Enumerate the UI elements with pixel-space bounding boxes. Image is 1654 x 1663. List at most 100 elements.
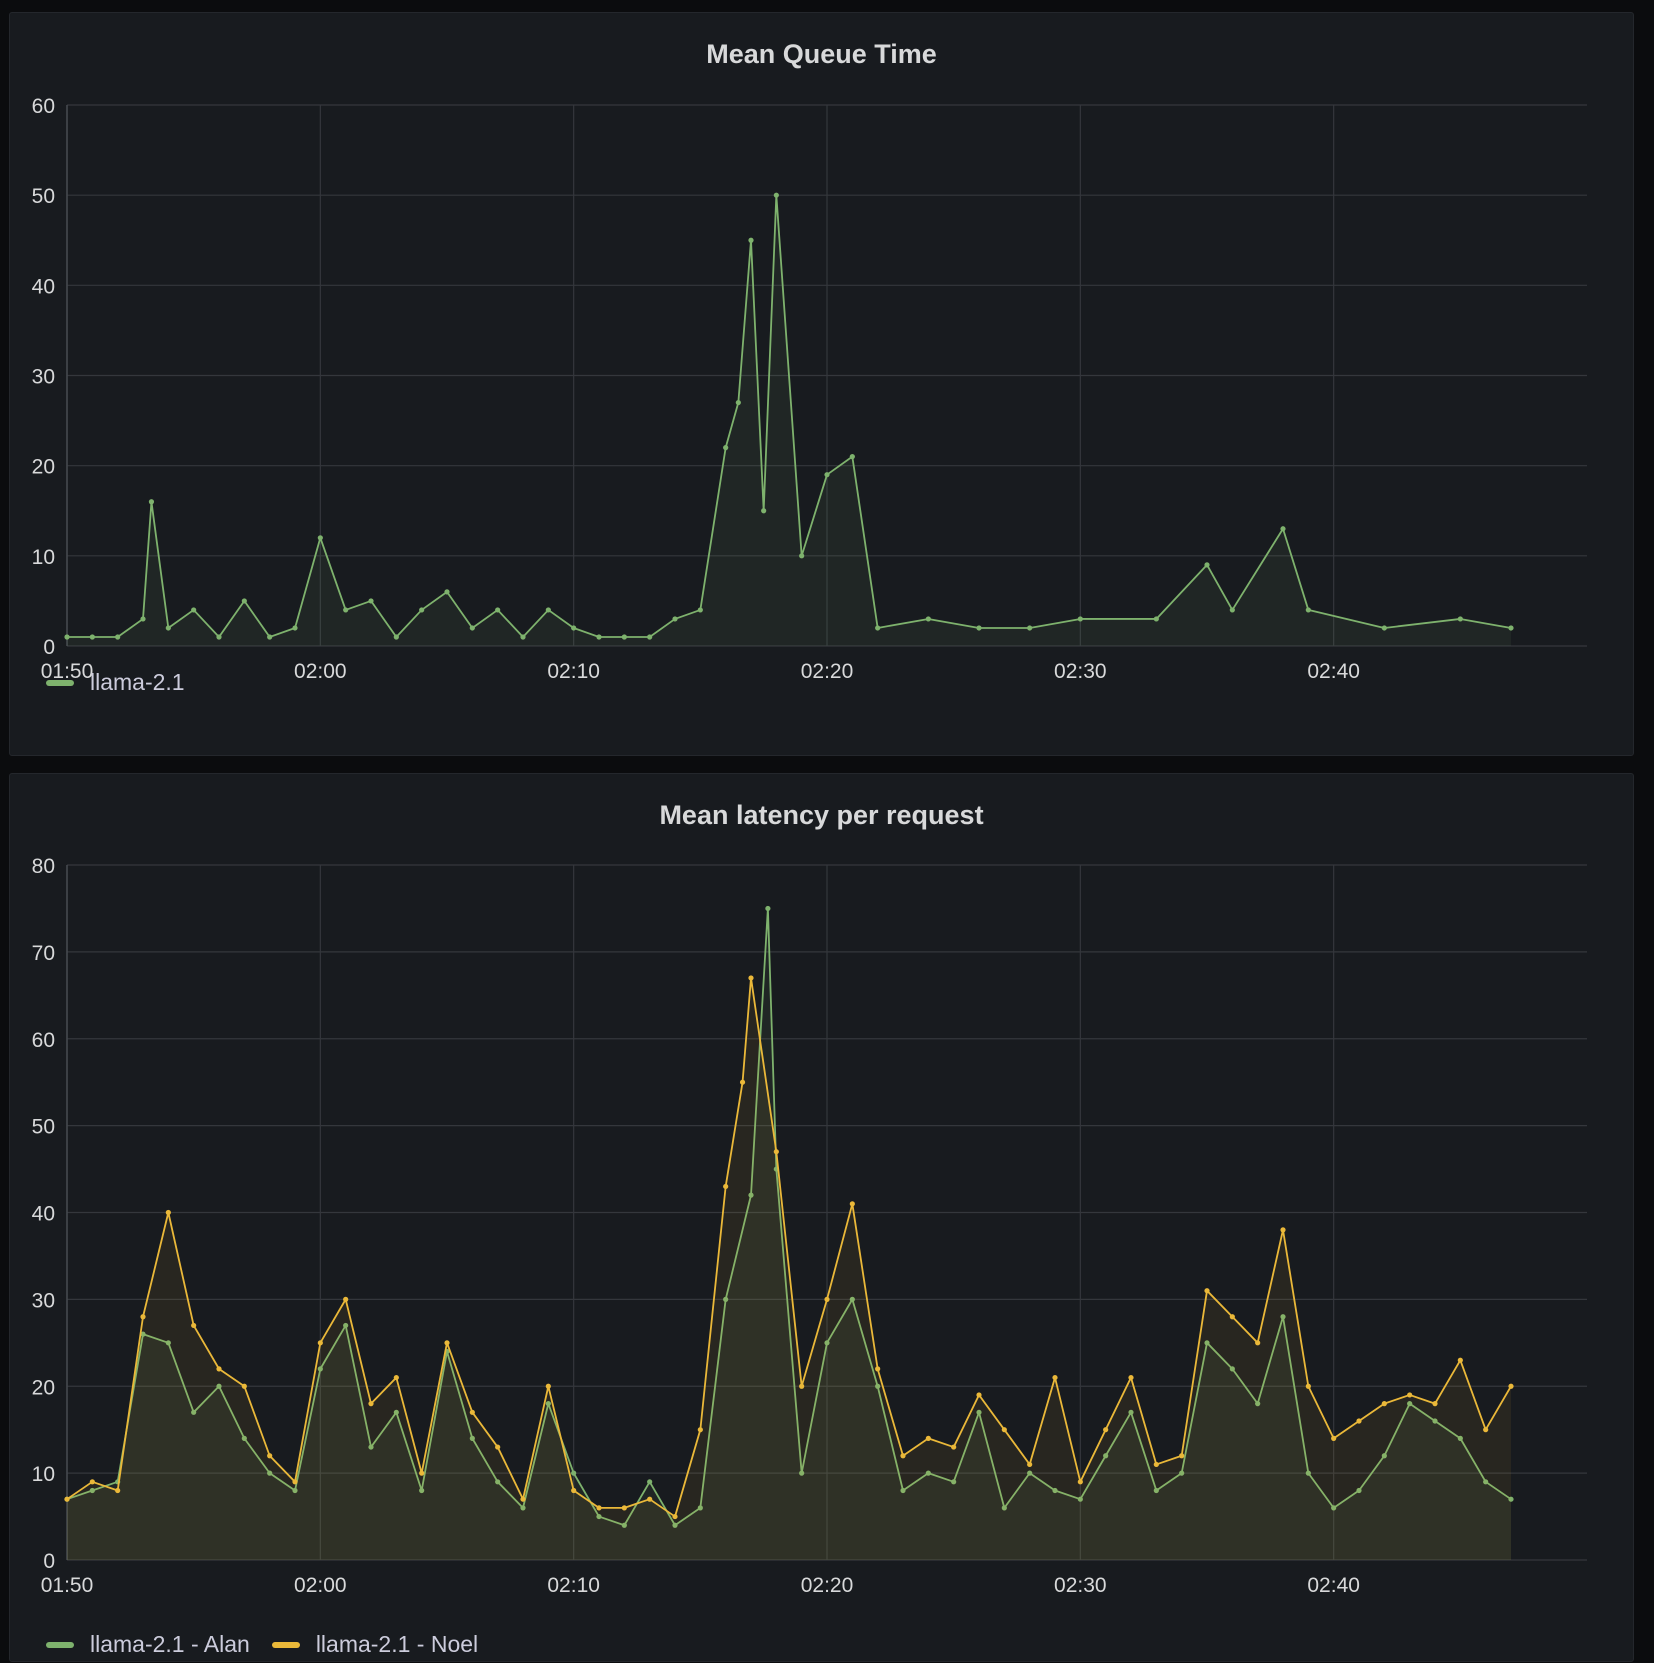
data-point [1052,1374,1058,1381]
data-point [317,535,323,541]
y-tick-label: 40 [32,275,55,298]
x-tick-label: 02:20 [801,660,854,683]
data-point [799,553,805,559]
data-point [875,1383,881,1389]
data-point [1077,616,1083,622]
y-tick-label: 30 [32,1289,55,1312]
x-tick-label: 01:50 [41,660,94,683]
data-point [1508,1383,1514,1389]
data-point [900,1487,906,1494]
data-point [140,1331,146,1337]
y-tick-label: 0 [43,1550,55,1573]
data-point [545,1383,551,1389]
data-point [520,1505,526,1511]
data-point [292,1479,298,1485]
legend-item-llama-2.1[interactable]: llama-2.1 [46,669,185,696]
data-point [799,1383,805,1389]
latency-chart[interactable]: 0 10 20 30 40 50 60 70 80 01:50 02:00 02:10 02:20 02:… [10,774,1635,1663]
data-point [545,1401,551,1407]
data-point [1229,1314,1235,1320]
data-point [469,625,475,631]
data-point [1229,1366,1235,1372]
data-point [267,1453,273,1459]
data-point [267,634,273,640]
data-point [148,499,155,505]
data-point [419,1470,425,1476]
series-line [67,194,1512,638]
legend-swatch [271,1641,300,1648]
legend-swatch [46,1641,74,1648]
data-point [571,625,577,631]
data-point [1305,1383,1311,1389]
data-point [1204,562,1210,568]
queue-time-panel: Mean Queue Time 0 10 20 30 40 50 60 01:50 02:00 0… [9,12,1634,756]
data-point [735,399,741,406]
data-point [1508,625,1514,631]
data-point [1381,1453,1387,1459]
data-point [1407,1401,1413,1407]
data-point [1381,1401,1387,1407]
y-tick-label: 60 [32,1029,55,1052]
data-point [1027,625,1033,631]
legend-label: llama-2.1 - Alan [90,1631,250,1657]
data-point [596,1505,602,1511]
data-point [1103,1427,1109,1433]
data-point [241,1435,247,1441]
data-point [495,1444,501,1450]
data-point [1128,1374,1134,1381]
data-point [1331,1505,1337,1511]
data-point [115,634,121,640]
latency-panel: Mean latency per request 0 10 20 30 40 50 60 70… [9,773,1634,1662]
data-point [824,472,830,478]
data-point [444,1340,450,1346]
legend-item-noel[interactable]: llama-2.1 - Noel [271,1631,478,1658]
legend-label: llama-2.1 [90,669,185,695]
queue-time-chart[interactable]: 0 10 20 30 40 50 60 01:50 02:00 02:10 02:20 02:30 02… [10,13,1635,757]
data-point [1457,616,1463,622]
data-point [976,1409,982,1415]
data-point [1153,616,1159,622]
data-point [1356,1418,1362,1424]
data-point [925,1435,931,1441]
data-point [1204,1288,1210,1294]
data-point [697,607,703,613]
y-tick-label: 70 [32,942,55,965]
data-point [1305,607,1311,613]
data-point [739,1079,746,1085]
data-point [241,1383,247,1389]
data-point [64,634,70,640]
y-tick-label: 50 [32,185,55,208]
data-point [520,634,526,640]
panel-title: Mean Queue Time [706,39,937,69]
chart-legend: llama-2.1 [46,669,207,696]
data-point [1027,1470,1033,1476]
data-point [621,634,627,640]
data-point [1483,1479,1489,1485]
data-point [951,1479,957,1485]
data-point [697,1505,703,1511]
data-point [697,1427,703,1433]
data-point [849,1201,855,1207]
x-tick-label: 02:00 [294,660,347,683]
y-tick-label: 60 [32,95,55,118]
data-point [140,616,146,622]
data-point [1027,1461,1033,1468]
legend-item-alan[interactable]: llama-2.1 - Alan [46,1631,250,1658]
data-point [1280,1314,1286,1320]
data-point [1153,1461,1159,1468]
data-point [824,1296,830,1302]
data-point [773,1149,779,1155]
data-point [875,625,881,631]
data-point [495,1479,501,1485]
data-point [1052,1487,1058,1494]
data-point [748,1192,754,1198]
data-point [165,1340,171,1346]
data-point [621,1505,627,1511]
data-point [469,1435,475,1441]
data-point [723,1296,729,1302]
data-point [900,1453,906,1459]
data-point [571,1487,577,1494]
data-point [672,1522,678,1528]
series-area [67,195,1511,646]
data-point [1229,607,1235,613]
